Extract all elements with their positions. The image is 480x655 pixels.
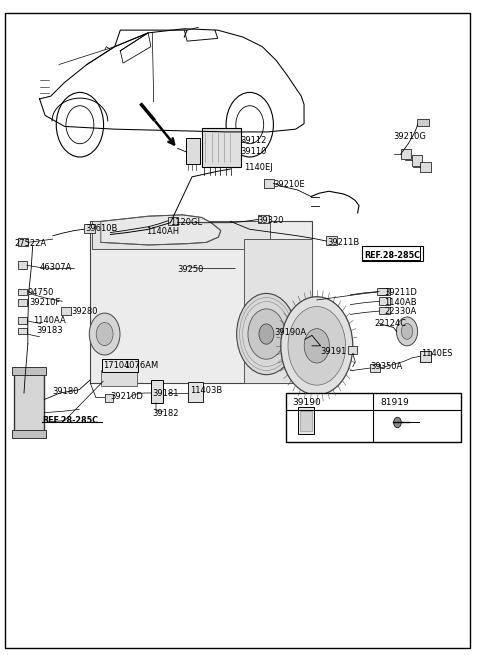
Bar — [18, 261, 27, 269]
Text: 39610B: 39610B — [85, 224, 118, 233]
Bar — [90, 221, 312, 383]
Circle shape — [237, 293, 296, 375]
Text: 39250: 39250 — [178, 265, 204, 274]
Bar — [420, 351, 431, 362]
Circle shape — [89, 313, 120, 355]
Bar — [186, 138, 200, 164]
Bar — [12, 367, 46, 375]
Bar — [286, 393, 461, 442]
Bar — [379, 288, 390, 295]
Text: 39210E: 39210E — [274, 180, 305, 189]
Text: 1140ES: 1140ES — [421, 349, 453, 358]
Bar — [401, 149, 411, 159]
Text: 39112: 39112 — [240, 136, 266, 145]
Circle shape — [96, 322, 113, 346]
Text: 11403B: 11403B — [190, 386, 222, 395]
Bar — [18, 317, 27, 324]
Text: 46307A: 46307A — [39, 263, 72, 272]
Bar — [258, 215, 269, 223]
Text: REF.28-285C: REF.28-285C — [42, 416, 98, 425]
Bar — [18, 328, 27, 334]
Bar — [18, 299, 27, 306]
Text: 39181: 39181 — [153, 389, 179, 398]
Bar — [412, 155, 422, 166]
Text: 39350A: 39350A — [371, 362, 403, 371]
Bar — [379, 297, 390, 305]
Bar — [18, 238, 28, 246]
Bar — [298, 407, 314, 434]
Text: 22330A: 22330A — [384, 307, 416, 316]
Text: 1120GL: 1120GL — [170, 218, 203, 227]
Text: 39210D: 39210D — [110, 392, 143, 402]
Bar — [151, 380, 163, 403]
Bar — [420, 162, 431, 172]
Text: 39190A: 39190A — [275, 328, 307, 337]
Bar — [417, 119, 429, 126]
Bar — [168, 217, 178, 225]
Bar — [377, 288, 387, 295]
Text: 1076AM: 1076AM — [124, 361, 158, 370]
Bar — [202, 128, 241, 167]
Bar — [102, 359, 138, 372]
Text: REF.28-285C: REF.28-285C — [364, 251, 420, 260]
Circle shape — [248, 309, 285, 359]
Circle shape — [396, 317, 418, 346]
Polygon shape — [101, 215, 221, 245]
Text: 39110: 39110 — [240, 147, 266, 157]
Bar — [264, 179, 274, 188]
Text: 39182: 39182 — [153, 409, 179, 419]
Bar — [12, 430, 46, 438]
Text: 27522A: 27522A — [14, 239, 47, 248]
Text: 17104: 17104 — [103, 361, 130, 370]
Text: 81919: 81919 — [380, 398, 409, 407]
Bar — [348, 346, 357, 354]
Text: 1140AH: 1140AH — [146, 227, 180, 236]
Bar — [84, 224, 95, 233]
Text: 39320: 39320 — [258, 216, 284, 225]
Bar — [92, 221, 270, 249]
Text: 22124C: 22124C — [374, 319, 407, 328]
Text: 1140AB: 1140AB — [384, 298, 417, 307]
Bar — [61, 307, 71, 315]
Text: 39210F: 39210F — [29, 298, 60, 307]
Bar — [370, 364, 380, 372]
Circle shape — [259, 324, 274, 345]
Text: 39210G: 39210G — [394, 132, 426, 141]
Circle shape — [304, 329, 329, 363]
Bar — [379, 307, 390, 314]
Text: 39190: 39190 — [292, 398, 321, 407]
Text: 39211B: 39211B — [327, 238, 360, 247]
Bar — [105, 394, 113, 402]
Circle shape — [394, 417, 401, 428]
Text: 39180: 39180 — [52, 387, 78, 396]
Text: 94750: 94750 — [28, 288, 54, 297]
Bar — [18, 289, 27, 295]
Text: 39280: 39280 — [71, 307, 97, 316]
Text: 1140EJ: 1140EJ — [244, 162, 273, 172]
Bar — [244, 239, 312, 383]
Bar — [101, 370, 137, 386]
Text: 39211D: 39211D — [384, 288, 417, 297]
Bar — [14, 370, 44, 432]
Text: 39191: 39191 — [321, 346, 347, 356]
Bar — [300, 411, 312, 431]
Circle shape — [288, 307, 346, 385]
Circle shape — [401, 324, 413, 339]
Text: 39183: 39183 — [36, 326, 62, 335]
Bar — [326, 236, 337, 245]
Text: 1140AA: 1140AA — [33, 316, 65, 325]
Bar — [188, 382, 203, 402]
Circle shape — [281, 297, 353, 395]
